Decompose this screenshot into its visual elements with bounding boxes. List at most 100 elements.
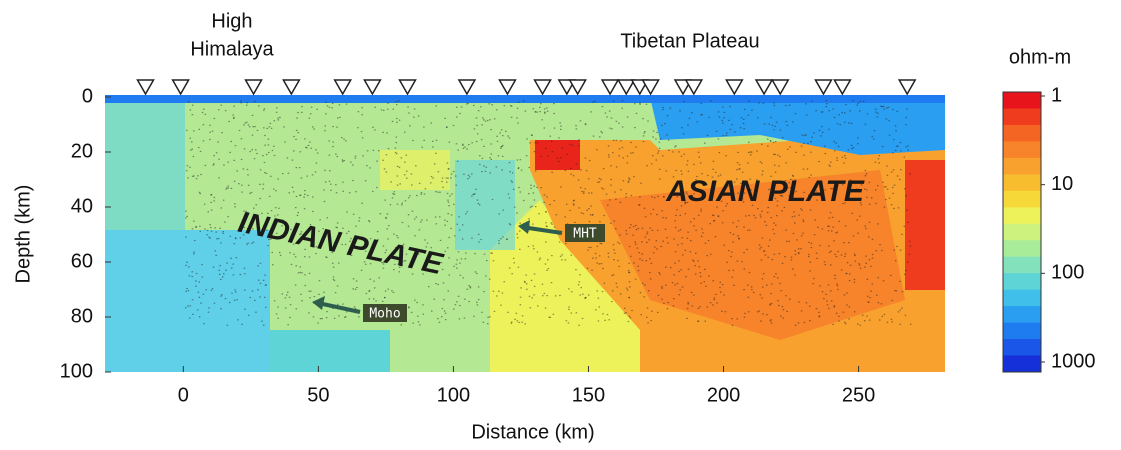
speckle	[337, 117, 339, 119]
speckle	[761, 210, 763, 212]
speckle	[498, 213, 500, 215]
speckle	[480, 106, 482, 108]
speckle	[891, 299, 893, 301]
speckle	[344, 316, 346, 318]
speckle	[457, 251, 460, 253]
model-region	[380, 150, 450, 190]
speckle	[345, 311, 348, 313]
speckle	[416, 194, 418, 197]
speckle	[639, 102, 641, 104]
speckle	[834, 277, 836, 280]
speckle	[766, 284, 768, 286]
speckle	[544, 263, 547, 265]
speckle	[770, 116, 772, 119]
speckle	[828, 110, 830, 112]
speckle	[588, 246, 590, 248]
speckle	[220, 207, 223, 209]
station	[814, 79, 833, 96]
speckle	[323, 200, 326, 203]
speckle	[315, 149, 317, 151]
speckle	[414, 218, 416, 220]
speckle	[224, 298, 227, 300]
speckle	[214, 250, 216, 252]
speckle	[566, 153, 569, 155]
speckle	[384, 297, 386, 299]
speckle	[654, 246, 656, 248]
speckle	[831, 216, 834, 218]
speckle	[262, 230, 265, 232]
speckle	[481, 124, 483, 126]
speckle	[528, 218, 530, 220]
speckle	[391, 197, 394, 199]
speckle	[696, 121, 699, 123]
speckle	[189, 317, 191, 319]
speckle	[743, 118, 745, 120]
speckle	[326, 217, 329, 219]
speckle	[581, 317, 584, 320]
speckle	[868, 259, 871, 261]
speckle	[626, 155, 629, 157]
speckle	[877, 302, 880, 304]
speckle	[257, 279, 260, 281]
speckle	[904, 314, 907, 316]
speckle	[384, 199, 386, 201]
speckle	[717, 111, 720, 113]
speckle	[694, 273, 697, 275]
speckle	[635, 112, 638, 114]
speckle	[510, 105, 513, 107]
speckle	[270, 210, 273, 212]
speckle	[823, 145, 826, 147]
speckle	[776, 200, 779, 202]
colorbar-step	[1003, 157, 1041, 175]
speckle	[456, 259, 458, 261]
speckle	[352, 164, 354, 166]
speckle	[874, 108, 877, 110]
speckle	[250, 191, 253, 194]
speckle	[559, 294, 561, 297]
speckle	[341, 137, 343, 139]
speckle	[681, 127, 683, 129]
speckle	[684, 201, 687, 204]
speckle	[876, 116, 878, 118]
speckle	[843, 321, 846, 323]
speckle	[354, 307, 357, 310]
speckle	[244, 308, 246, 310]
speckle	[801, 134, 804, 136]
speckle	[344, 243, 347, 246]
speckle	[553, 127, 556, 129]
speckle	[262, 188, 264, 190]
seismic-reflections	[185, 100, 912, 326]
speckle	[457, 295, 460, 297]
speckle	[462, 143, 464, 145]
speckle	[584, 297, 586, 299]
speckle	[810, 174, 812, 176]
speckle	[726, 132, 728, 134]
speckle	[610, 117, 613, 119]
speckle	[265, 284, 267, 286]
speckle	[626, 116, 629, 118]
speckle	[810, 141, 812, 143]
speckle	[552, 313, 555, 315]
speckle	[766, 314, 768, 316]
speckle	[430, 122, 433, 124]
speckle	[901, 291, 904, 293]
speckle	[283, 126, 285, 128]
speckle	[485, 166, 487, 168]
speckle	[185, 210, 187, 212]
speckle	[596, 245, 599, 247]
speckle	[789, 146, 791, 148]
speckle	[189, 305, 191, 307]
speckle	[601, 106, 604, 108]
speckle	[800, 145, 803, 147]
speckle	[271, 251, 273, 254]
speckle	[686, 317, 688, 319]
speckle	[528, 166, 530, 169]
speckle	[792, 268, 794, 270]
speckle	[739, 194, 741, 196]
speckle	[661, 287, 663, 289]
speckle	[286, 157, 289, 159]
speckle	[879, 244, 881, 246]
speckle	[848, 280, 851, 282]
speckle	[815, 190, 817, 192]
speckle	[819, 285, 821, 287]
